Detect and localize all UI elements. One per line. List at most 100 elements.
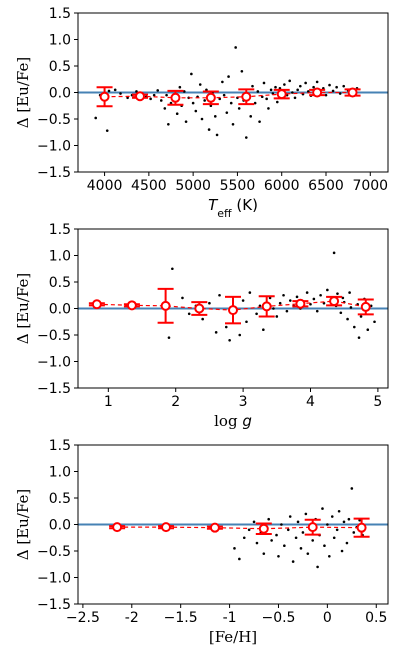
y-tick-label: −0.5 [37,112,71,128]
scatter-point [274,85,277,89]
scatter-point [373,320,376,324]
scatter-point [187,312,191,316]
binned-point [96,86,113,108]
scatter-point [359,315,363,318]
scatter-point [214,331,218,334]
scatter-point [218,293,221,297]
scatter-point [340,549,344,553]
scatter-point [228,339,231,342]
scatter-point [315,309,319,313]
x-tick-label: 7000 [352,178,388,194]
scatter-point [288,79,291,83]
scatter-point [167,336,171,339]
binned-marker [126,300,137,311]
scatter-point [184,120,188,123]
scatter-point [182,90,186,93]
scatter-point [328,555,331,558]
binned-marker [329,296,340,307]
scatter-point [321,507,324,510]
y-tick-label: 1.5 [49,438,71,454]
binned-marker [209,522,220,533]
binned-marker [160,300,171,311]
scatter-point [208,301,211,305]
binned-marker [228,305,238,316]
x-tick-label: 4 [306,394,315,410]
scatter-point [282,293,285,297]
scatter-point [255,541,259,545]
scatter-point [171,267,174,271]
scatter-point [304,512,308,516]
scatter-point [278,301,282,305]
scatter-point [107,89,111,93]
y-tick-label: −1.5 [37,165,71,181]
y-tick-label: −1.0 [37,139,71,155]
scatter-point [156,89,160,92]
scatter-point [203,99,206,102]
x-tick-label: −0.5 [261,610,295,626]
scatter-point [113,88,117,92]
scatter-point [293,96,297,100]
binned-point [123,300,140,311]
scatter-point [331,89,335,93]
scatter-point [304,81,307,85]
scatter-point [238,333,242,337]
binned-marker [261,301,272,312]
binned-point [225,295,241,325]
scatter-point [350,487,354,490]
x-tick-label: -2 [125,610,139,626]
binned-point [258,295,275,318]
binned-point [158,522,175,533]
scatter-point [269,88,273,92]
scatter-point [315,80,319,84]
y-tick-label: 0.0 [49,86,71,102]
scatter-point [330,515,334,518]
scatter-point [215,133,219,137]
scatter-point [194,109,198,113]
scatter-point [280,523,283,526]
scatter-point [283,83,286,86]
scatter-point [231,123,235,126]
scatter-point [159,99,163,102]
scatter-point [316,565,319,569]
scatter-point [245,320,248,324]
y-tick-label: −1.5 [37,597,71,613]
binned-point [167,89,184,106]
scatter-point [306,552,310,555]
y-tick-label: 1.0 [49,249,71,265]
scatter-point [312,297,316,301]
chart-panel-3: −2.5 -2 −1.5 -1 −0.5 0 0.5 −1.5 −1.0 −0.5 0.0 0.5 1.… [14,438,389,646]
scatter-point [221,80,224,84]
scatter-point [207,128,211,131]
x-tick-label: 6500 [308,178,344,194]
scatter-point [252,520,256,524]
scatter-point [218,97,222,101]
scatter-point [288,515,292,518]
scatter-point [299,547,303,550]
scatter-point [277,555,280,558]
scatter-point [283,544,286,547]
scatter-point [349,306,353,309]
x-axis-label: Teff (K) [208,196,258,220]
scatter-point [190,72,193,76]
x-tick-label: 5000 [175,178,211,194]
scatter-point [262,81,266,85]
scatter-point [247,528,251,532]
scatter-point [332,251,336,255]
scatter-point [94,116,98,120]
binned-marker [205,92,216,103]
binned-marker [258,523,269,534]
scatter-point [126,96,129,100]
scatter-point [352,531,356,534]
scatter-point [348,291,351,294]
scatter-point [105,129,109,132]
scatter-point [255,312,258,316]
scatter-point [165,93,168,97]
y-tick-label: 1.0 [49,465,71,481]
scatter-point [275,100,279,104]
binned-trend-line [104,91,353,99]
binned-point [202,90,219,106]
scatter-point [345,541,349,545]
scatter-point [227,75,230,78]
chart-panel-1: 4000 4500 5000 5500 6000 6500 7000 −1.5 −1.0 −0.5… [14,6,389,220]
